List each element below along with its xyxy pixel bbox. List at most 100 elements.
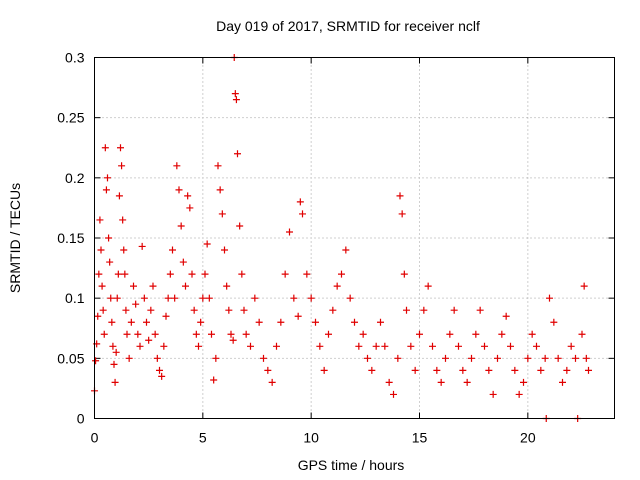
data-point bbox=[208, 330, 215, 338]
data-point bbox=[372, 342, 380, 350]
data-point bbox=[294, 312, 302, 320]
data-point bbox=[121, 270, 129, 278]
data-point bbox=[117, 144, 124, 152]
data-point bbox=[123, 330, 131, 338]
data-point bbox=[277, 318, 285, 326]
data-point bbox=[476, 306, 484, 314]
y-tick-label: 0.05 bbox=[57, 350, 84, 366]
data-point bbox=[225, 306, 233, 314]
data-point bbox=[312, 318, 319, 326]
data-point bbox=[251, 294, 259, 302]
data-point bbox=[114, 270, 122, 278]
data-point bbox=[201, 270, 209, 278]
data-point bbox=[179, 258, 187, 266]
data-point bbox=[162, 312, 170, 320]
data-point bbox=[396, 192, 404, 200]
grid-lines bbox=[94, 57, 615, 419]
data-point bbox=[342, 246, 350, 254]
data-point bbox=[188, 270, 196, 278]
data-point bbox=[359, 330, 367, 338]
data-point bbox=[400, 270, 408, 278]
data-point bbox=[541, 354, 549, 362]
data-point bbox=[296, 198, 304, 206]
data-point bbox=[111, 378, 119, 386]
data-point bbox=[105, 234, 113, 242]
data-point bbox=[424, 282, 432, 290]
y-tick-label: 0.1 bbox=[65, 290, 85, 306]
data-point bbox=[100, 330, 108, 338]
data-point bbox=[582, 354, 590, 362]
data-point bbox=[127, 318, 135, 326]
data-point bbox=[286, 228, 293, 236]
data-point bbox=[264, 366, 272, 374]
data-point bbox=[346, 294, 354, 302]
x-tick-label: 10 bbox=[303, 430, 319, 446]
data-point bbox=[158, 372, 166, 380]
data-point bbox=[160, 342, 168, 350]
data-point bbox=[355, 342, 363, 350]
data-point bbox=[122, 306, 130, 314]
y-tick-label: 0.25 bbox=[57, 110, 84, 126]
data-point bbox=[385, 378, 393, 386]
data-point bbox=[468, 354, 475, 362]
data-point bbox=[210, 376, 218, 384]
data-point bbox=[212, 354, 220, 362]
data-point bbox=[199, 294, 207, 302]
data-point bbox=[97, 246, 105, 254]
data-point bbox=[515, 390, 523, 398]
data-point bbox=[99, 306, 107, 314]
data-point bbox=[92, 357, 100, 365]
data-point bbox=[182, 282, 189, 290]
data-point bbox=[416, 330, 423, 338]
data-point bbox=[175, 186, 183, 194]
data-point bbox=[221, 246, 228, 254]
data-point bbox=[130, 282, 137, 290]
data-point bbox=[290, 294, 298, 302]
data-point bbox=[498, 330, 506, 338]
x-tick-labels: 0 5 10 15 20 bbox=[91, 430, 536, 446]
data-point bbox=[580, 282, 588, 290]
data-point bbox=[578, 330, 586, 338]
data-point bbox=[171, 294, 179, 302]
data-point bbox=[98, 282, 106, 290]
data-point bbox=[273, 342, 280, 350]
data-point bbox=[351, 318, 358, 326]
data-point bbox=[537, 366, 545, 374]
data-point bbox=[231, 90, 239, 98]
data-point bbox=[242, 330, 250, 338]
data-point bbox=[214, 162, 222, 170]
data-point bbox=[229, 336, 237, 344]
data-point bbox=[156, 366, 163, 374]
y-axis-title: SRMTID / TECUs bbox=[7, 183, 23, 293]
data-point bbox=[559, 378, 566, 386]
data-point bbox=[132, 300, 140, 308]
data-point bbox=[502, 312, 510, 320]
data-point bbox=[107, 294, 115, 302]
data-point bbox=[572, 354, 579, 362]
data-point bbox=[143, 318, 150, 326]
data-point bbox=[472, 330, 480, 338]
data-point bbox=[411, 366, 419, 374]
data-point bbox=[268, 378, 276, 386]
data-point bbox=[238, 270, 246, 278]
data-point bbox=[218, 210, 226, 218]
data-point bbox=[177, 222, 185, 230]
data-point bbox=[110, 360, 118, 368]
data-point bbox=[338, 270, 345, 278]
data-point bbox=[101, 144, 109, 152]
data-point bbox=[120, 246, 128, 254]
y-tick-label: 0.15 bbox=[57, 230, 84, 246]
chart-title: Day 019 of 2017, SRMTID for receiver ncl… bbox=[216, 18, 480, 34]
data-point bbox=[227, 330, 235, 338]
data-point bbox=[481, 342, 488, 350]
data-point bbox=[364, 354, 371, 362]
data-point bbox=[108, 318, 116, 326]
data-point bbox=[325, 330, 332, 338]
data-point bbox=[94, 312, 102, 320]
data-point bbox=[192, 330, 200, 338]
data-point bbox=[489, 390, 497, 398]
data-points bbox=[91, 54, 592, 422]
data-point bbox=[134, 330, 142, 338]
